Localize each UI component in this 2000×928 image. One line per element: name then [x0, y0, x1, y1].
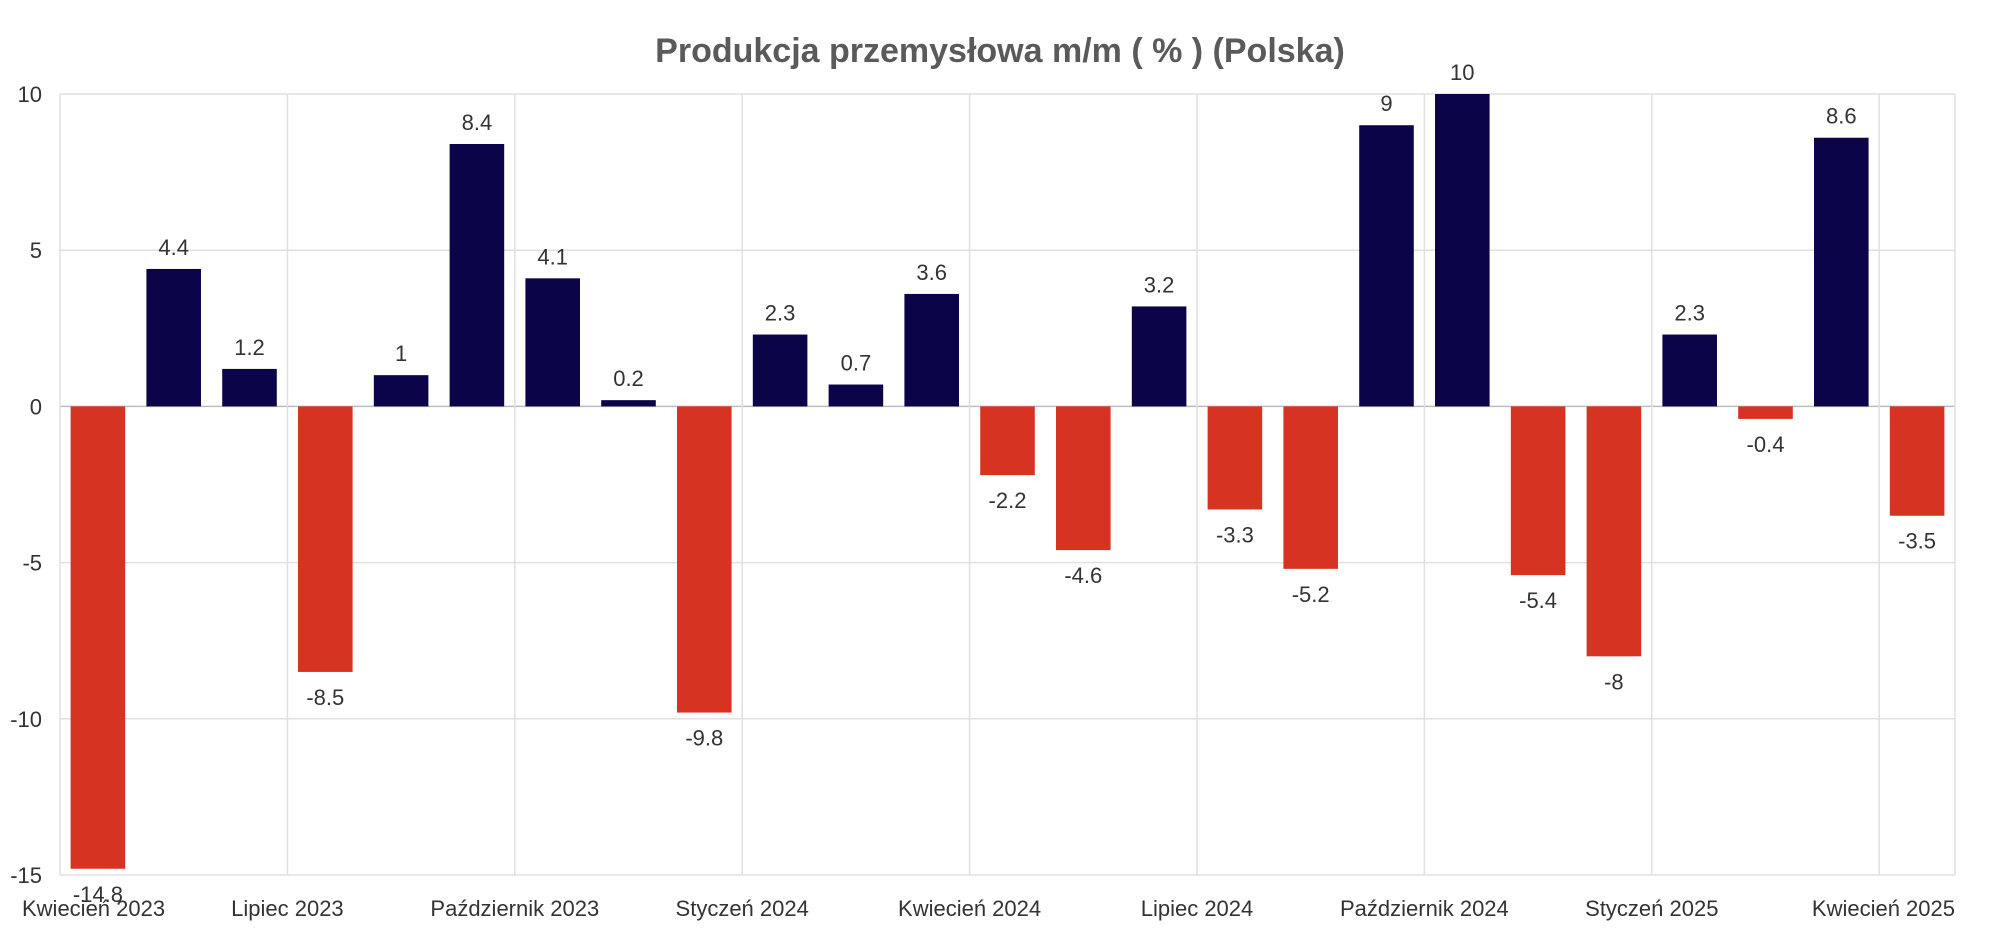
- bar[interactable]: [1359, 125, 1414, 407]
- bar[interactable]: [904, 293, 959, 407]
- data-label: -5.4: [1519, 588, 1557, 613]
- y-tick-label: 5: [30, 238, 42, 263]
- data-label: 4.4: [158, 235, 189, 260]
- bar[interactable]: [1738, 406, 1793, 419]
- data-labels-layer: -14.8 4.4 1.2 -8.5 1 8.4 4.1 0.2 -9.8 2.3 0.7 3.6 -2…: [73, 60, 1936, 907]
- bar[interactable]: [1207, 406, 1263, 510]
- data-label: 2.3: [1674, 301, 1705, 326]
- data-label: 1.2: [234, 335, 265, 360]
- data-label: -8.5: [306, 685, 344, 710]
- bar[interactable]: [1131, 306, 1187, 407]
- chart-title: Produkcja przemysłowa m/m ( % ) (Polska): [655, 32, 1345, 70]
- data-label: 3.2: [1144, 272, 1175, 297]
- y-tick-label: -15: [10, 863, 42, 888]
- data-label: 9: [1380, 91, 1392, 116]
- bars-layer: [70, 94, 1945, 869]
- bar[interactable]: [1510, 406, 1566, 576]
- x-tick-label: Styczeń 2024: [676, 896, 809, 921]
- data-label: -2.2: [989, 488, 1027, 513]
- data-label: -8: [1604, 669, 1624, 694]
- bar[interactable]: [752, 334, 808, 407]
- bar[interactable]: [1056, 406, 1111, 551]
- y-tick-label: -5: [22, 551, 42, 576]
- bar[interactable]: [298, 406, 353, 672]
- data-label: 1: [395, 341, 407, 366]
- data-label: 3.6: [916, 260, 947, 285]
- data-label: -0.4: [1747, 432, 1785, 457]
- bar[interactable]: [1586, 406, 1642, 657]
- bar[interactable]: [373, 375, 429, 407]
- bar[interactable]: [70, 406, 126, 869]
- x-axis: Kwiecień 2023 Lipiec 2023 Październik 2023…: [22, 896, 1955, 921]
- x-tick-label: Lipiec 2024: [1141, 896, 1254, 921]
- data-label: 8.4: [462, 110, 493, 135]
- data-label: 8.6: [1826, 104, 1857, 129]
- bar[interactable]: [525, 278, 580, 407]
- data-label: 0.7: [841, 351, 872, 376]
- data-label: 2.3: [765, 301, 796, 326]
- x-tick-label: Lipiec 2023: [231, 896, 344, 921]
- bar[interactable]: [1814, 137, 1869, 407]
- x-tick-label: Styczeń 2025: [1585, 896, 1718, 921]
- bar[interactable]: [1435, 94, 1490, 407]
- y-tick-label: -10: [10, 707, 42, 732]
- data-label: -14.8: [73, 882, 123, 907]
- data-label: -3.3: [1216, 522, 1254, 547]
- data-label: -9.8: [685, 726, 723, 751]
- x-tick-label: Kwiecień 2024: [898, 896, 1041, 921]
- bar[interactable]: [980, 406, 1035, 476]
- y-tick-label: 10: [18, 82, 42, 107]
- data-label: 4.1: [537, 244, 568, 269]
- bar[interactable]: [677, 406, 732, 713]
- x-tick-label: Kwiecień 2025: [1812, 896, 1955, 921]
- bar[interactable]: [601, 400, 656, 407]
- data-label: -3.5: [1898, 529, 1936, 554]
- bar[interactable]: [1283, 406, 1338, 569]
- data-label: -4.6: [1064, 563, 1102, 588]
- bar[interactable]: [1662, 334, 1717, 407]
- bar[interactable]: [146, 268, 201, 407]
- data-label: 0.2: [613, 366, 644, 391]
- y-tick-label: 0: [30, 394, 42, 419]
- y-axis: 10 5 0 -5 -10 -15: [10, 82, 42, 888]
- x-tick-label: Październik 2023: [430, 896, 599, 921]
- x-tick-label: Kwiecień 2023: [22, 896, 165, 921]
- data-label: -5.2: [1292, 582, 1330, 607]
- data-label: 10: [1450, 60, 1474, 85]
- bar[interactable]: [449, 143, 505, 407]
- bar[interactable]: [222, 368, 277, 407]
- x-tick-label: Październik 2024: [1340, 896, 1509, 921]
- bar[interactable]: [828, 384, 884, 407]
- bar[interactable]: [1889, 406, 1945, 516]
